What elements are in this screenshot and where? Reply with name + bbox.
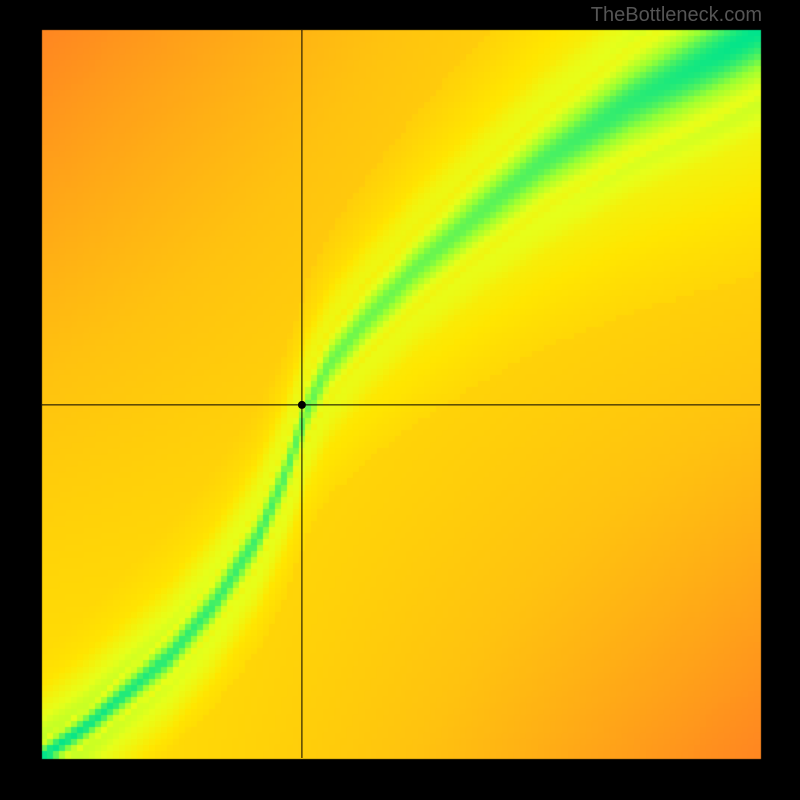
chart-container: TheBottleneck.com — [0, 0, 800, 800]
bottleneck-heatmap — [0, 0, 800, 800]
watermark-label: TheBottleneck.com — [591, 4, 762, 27]
